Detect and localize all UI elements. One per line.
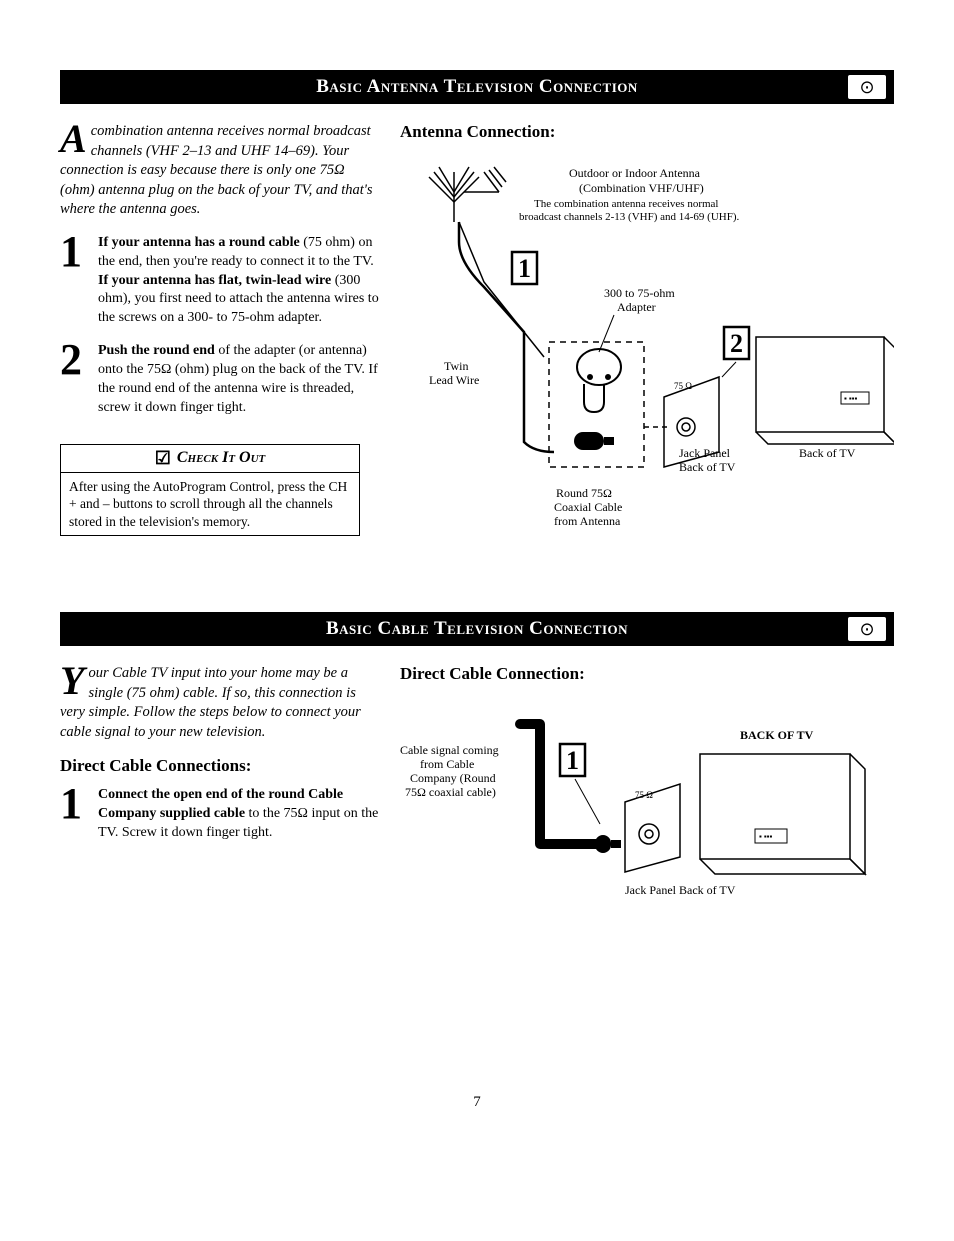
lbl-combo: (Combination VHF/UHF) — [579, 181, 704, 195]
check-body: After using the AutoProgram Control, pre… — [61, 473, 359, 536]
svg-text:▪ ▪▪▪: ▪ ▪▪▪ — [759, 832, 773, 841]
svg-text:from Antenna: from Antenna — [554, 514, 621, 528]
intro-text: our Cable TV input into your home may be… — [60, 665, 361, 740]
section2-intro: Your Cable TV input into your home may b… — [60, 664, 380, 742]
svg-text:Lead Wire: Lead Wire — [429, 373, 479, 387]
svg-text:Company (Round: Company (Round — [410, 771, 496, 785]
step-2: 2 Push the round end of the adapter (or … — [60, 342, 380, 418]
svg-text:Jack Panel: Jack Panel — [679, 446, 731, 460]
lbl-desc1: The combination antenna receives normal — [534, 198, 718, 210]
page-number: 7 — [60, 1094, 894, 1111]
lbl-outdoor: Outdoor or Indoor Antenna — [569, 166, 701, 180]
step-1: 1 If your antenna has a round cable (75 … — [60, 234, 380, 328]
diagram1-title: Antenna Connection: — [400, 122, 894, 142]
svg-text:Back of TV: Back of TV — [679, 460, 736, 474]
lbl-adapter1: 300 to 75-ohm — [604, 286, 675, 300]
svg-text:1: 1 — [566, 746, 579, 775]
step2-lead: Push the round end — [98, 343, 215, 358]
cable-diagram: Cable signal coming from Cable Company (… — [400, 694, 894, 914]
svg-text:75 Ω: 75 Ω — [674, 381, 692, 391]
section-header-cable: Basic Cable Television Connection ⊙ — [60, 612, 894, 646]
svg-text:Back of TV: Back of TV — [799, 446, 856, 460]
diagram2-title: Direct Cable Connection: — [400, 664, 894, 684]
lbl-adapter2: Adapter — [617, 300, 656, 314]
step-number: 1 — [60, 786, 88, 843]
svg-text:2: 2 — [730, 329, 743, 358]
step1-lead: If your antenna has a round cable — [98, 235, 300, 250]
svg-text:▪ ▪▪▪: ▪ ▪▪▪ — [844, 394, 858, 403]
section-header-antenna: Basic Antenna Television Connection ⊙ — [60, 70, 894, 104]
svg-text:75Ω coaxial cable): 75Ω coaxial cable) — [405, 785, 496, 799]
section2-body: Your Cable TV input into your home may b… — [60, 664, 894, 914]
svg-text:1: 1 — [518, 254, 531, 283]
svg-text:from Cable: from Cable — [420, 757, 474, 771]
svg-text:Cable signal coming: Cable signal coming — [400, 743, 499, 757]
check-title: Check It Out — [177, 449, 265, 467]
check-header: ☑ Check It Out — [61, 445, 359, 473]
intro-text: combination antenna receives normal broa… — [60, 123, 373, 217]
svg-text:Twin: Twin — [444, 359, 469, 373]
plug-icon: ⊙ — [848, 617, 886, 641]
section1-intro: Acombination antenna receives normal bro… — [60, 122, 380, 220]
dropcap: A — [60, 122, 87, 156]
step-number: 1 — [60, 234, 88, 328]
check-icon: ☑ — [155, 448, 171, 469]
section1-body: Acombination antenna receives normal bro… — [60, 122, 894, 552]
lbl-back-tv: BACK OF TV — [740, 728, 814, 742]
antenna-diagram: Outdoor or Indoor Antenna (Combination V… — [400, 152, 894, 552]
section2-subheading: Direct Cable Connections: — [60, 756, 380, 776]
step-1: 1 Connect the open end of the round Cabl… — [60, 786, 380, 843]
plug-icon: ⊙ — [848, 75, 886, 99]
step-number: 2 — [60, 342, 88, 418]
svg-text:75 Ω: 75 Ω — [635, 790, 653, 800]
svg-text:Coaxial Cable: Coaxial Cable — [554, 500, 622, 514]
svg-text:Round 75Ω: Round 75Ω — [556, 486, 612, 500]
lbl-desc2: broadcast channels 2-13 (VHF) and 14-69 … — [519, 211, 740, 223]
step1-lead2: If your antenna has flat, twin-lead wire — [98, 273, 331, 288]
lbl-jack: Jack Panel Back of TV — [625, 883, 736, 897]
dropcap: Y — [60, 664, 84, 698]
check-it-out-box: ☑ Check It Out After using the AutoProgr… — [60, 444, 360, 537]
section2-title: Basic Cable Television Connection — [60, 618, 894, 640]
section1-title: Basic Antenna Television Connection — [60, 76, 894, 98]
